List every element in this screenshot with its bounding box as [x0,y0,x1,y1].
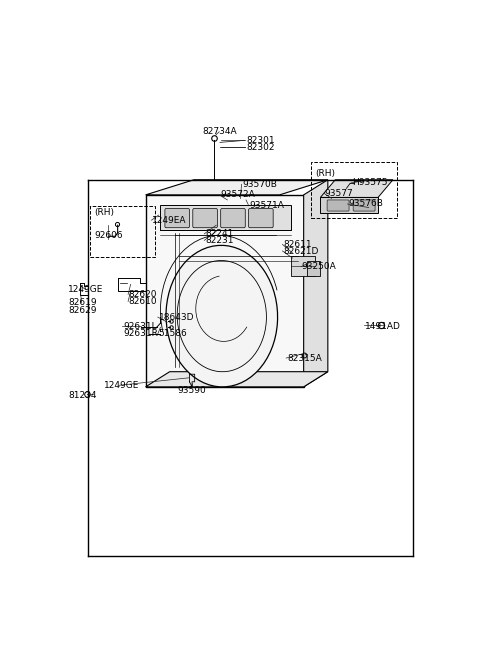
Text: (RH): (RH) [94,208,114,217]
Text: 93570B: 93570B [242,180,277,190]
Polygon shape [321,197,378,213]
Polygon shape [304,180,328,387]
Text: 93572A: 93572A [220,190,255,199]
Text: 1249GE: 1249GE [104,381,139,390]
Text: 82621D: 82621D [283,247,319,256]
Polygon shape [307,260,321,276]
Polygon shape [290,255,315,276]
Text: 82315A: 82315A [287,354,322,363]
Text: 93571A: 93571A [249,201,284,209]
Text: 82620: 82620 [129,290,157,299]
Text: 82302: 82302 [246,143,275,152]
Bar [90,206,155,256]
Polygon shape [145,372,328,387]
Text: 82734A: 82734A [203,127,237,136]
Polygon shape [321,180,393,197]
Text: 92631R: 92631R [123,329,158,338]
Text: 92631L: 92631L [123,321,157,331]
Ellipse shape [166,245,277,387]
FancyBboxPatch shape [193,209,217,228]
Text: 82301: 82301 [246,136,275,145]
FancyBboxPatch shape [165,209,190,228]
Text: 81234: 81234 [68,391,96,400]
Text: 92606: 92606 [94,231,123,240]
Polygon shape [145,180,328,195]
Text: 93576B: 93576B [348,199,383,209]
Text: (RH): (RH) [315,169,335,178]
Text: 82611: 82611 [283,240,312,249]
Text: 51586: 51586 [158,329,187,338]
Text: 82610: 82610 [129,297,157,306]
Text: 93590: 93590 [178,386,206,395]
Polygon shape [160,205,290,230]
Text: 82629: 82629 [68,306,96,315]
FancyBboxPatch shape [221,209,245,228]
Text: 1249EA: 1249EA [152,216,187,224]
Text: 82619: 82619 [68,298,97,308]
Polygon shape [145,195,304,387]
FancyBboxPatch shape [353,200,375,211]
Text: 82231: 82231 [205,236,234,245]
Text: 93250A: 93250A [302,262,336,271]
Text: 1491AD: 1491AD [365,321,401,331]
Bar [311,162,396,218]
Text: 18643D: 18643D [158,313,194,321]
FancyBboxPatch shape [327,200,349,211]
Text: 93577: 93577 [325,189,354,198]
Text: 82241: 82241 [205,230,233,238]
FancyBboxPatch shape [249,209,273,228]
Text: 1249GE: 1249GE [68,285,104,295]
Text: H93575: H93575 [352,178,387,187]
